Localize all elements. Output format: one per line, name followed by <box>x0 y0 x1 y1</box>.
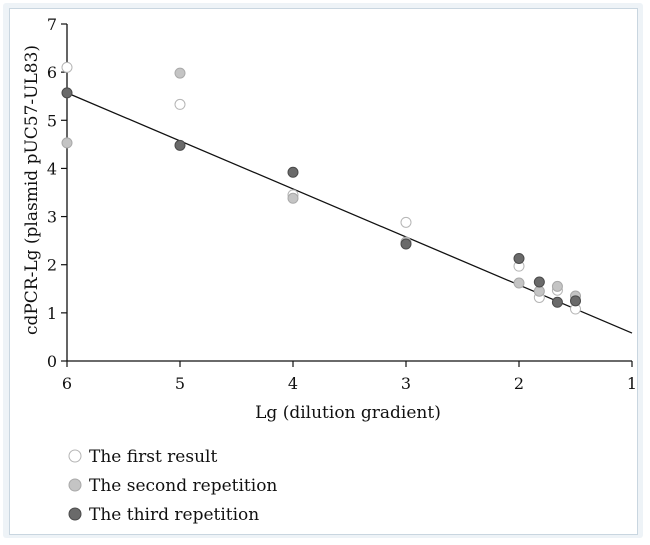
data-point-series-2 <box>174 67 186 79</box>
data-point-series-3 <box>400 238 412 250</box>
figure-panel <box>9 8 638 535</box>
y-tick-label: 5 <box>47 111 57 130</box>
data-point-series-2 <box>513 277 525 289</box>
legend: The first result The second repetition The… <box>68 447 277 525</box>
data-point-series-2 <box>551 280 563 292</box>
data-point-series-3 <box>551 296 563 308</box>
data-point-series-2 <box>61 137 73 149</box>
data-point-series-1 <box>400 216 412 228</box>
data-point-series-3 <box>513 252 525 264</box>
legend-marker-series-3 <box>68 507 82 521</box>
tick-labels: 0 1 2 3 4 5 6 7 6 5 4 3 2 1 <box>47 15 637 393</box>
data-point-series-3 <box>287 166 299 178</box>
y-axis-label: cdPCR-Lg (plasmid pUC57-UL83) <box>22 45 42 335</box>
trendline <box>66 92 633 334</box>
y-tick-label: 7 <box>47 15 57 34</box>
x-tick-label: 2 <box>514 374 524 393</box>
legend-label-series-3: The third repetition <box>89 505 259 525</box>
y-tick-label: 0 <box>47 352 57 371</box>
figure-frame <box>3 3 643 538</box>
legend-marker-series-2 <box>68 478 82 492</box>
y-tick-label: 3 <box>47 208 57 227</box>
axes <box>61 23 633 367</box>
x-tick-label: 6 <box>62 374 72 393</box>
x-tick-label: 4 <box>288 374 298 393</box>
trendline-layer <box>66 92 633 334</box>
y-tick-label: 2 <box>47 256 57 275</box>
data-point-series-2 <box>533 285 545 297</box>
data-point-series-3 <box>533 276 545 288</box>
y-tick-label: 1 <box>47 304 57 323</box>
data-point-series-2 <box>287 192 299 204</box>
data-point-series-1 <box>174 98 186 110</box>
x-axis-label: Lg (dilution gradient) <box>255 403 441 423</box>
data-point-series-3 <box>61 87 73 99</box>
x-tick-label: 5 <box>175 374 185 393</box>
data-point-series-3 <box>570 295 581 307</box>
data-point-series-3 <box>174 139 186 151</box>
data-point-series-1 <box>61 61 73 73</box>
x-tick-label: 3 <box>401 374 411 393</box>
data-points <box>61 61 581 315</box>
legend-label-series-1: The first result <box>89 447 217 467</box>
y-tick-label: 4 <box>47 159 57 178</box>
legend-label-series-2: The second repetition <box>89 476 277 496</box>
y-tick-label: 6 <box>47 63 57 82</box>
x-tick-label: 1 <box>627 374 637 393</box>
legend-marker-series-1 <box>68 449 82 463</box>
